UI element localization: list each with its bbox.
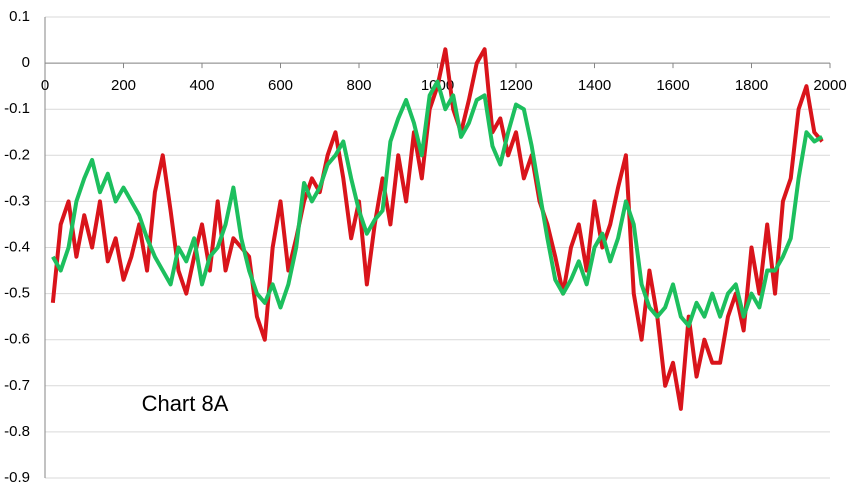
y-tick-label: -0.4 bbox=[4, 238, 30, 255]
x-tick-label: 1400 bbox=[578, 77, 611, 94]
x-tick-label: 800 bbox=[346, 77, 371, 94]
x-tick-label: 600 bbox=[268, 77, 293, 94]
x-tick-label: 200 bbox=[111, 77, 136, 94]
x-tick-label: 400 bbox=[189, 77, 214, 94]
y-tick-label: -0.8 bbox=[4, 423, 30, 440]
y-tick-label: -0.9 bbox=[4, 469, 30, 486]
y-tick-label: -0.7 bbox=[4, 377, 30, 394]
y-tick-label: -0.1 bbox=[4, 100, 30, 117]
y-tick-label: -0.6 bbox=[4, 331, 30, 348]
y-tick-label: 0.1 bbox=[9, 8, 30, 25]
x-tick-label: 0 bbox=[41, 77, 49, 94]
chart-annotation: Chart 8A bbox=[142, 391, 229, 416]
series-line bbox=[50, 47, 824, 411]
x-tick-label: 1800 bbox=[735, 77, 768, 94]
x-tick-label: 1600 bbox=[656, 77, 689, 94]
y-tick-label: -0.3 bbox=[4, 192, 30, 209]
y-tick-label: -0.5 bbox=[4, 285, 30, 302]
y-tick-label: -0.2 bbox=[4, 146, 30, 163]
x-tick-label: 2000 bbox=[813, 77, 846, 94]
x-tick-label: 1200 bbox=[499, 77, 532, 94]
y-tick-label: 0 bbox=[22, 54, 30, 71]
series-line bbox=[51, 79, 824, 328]
